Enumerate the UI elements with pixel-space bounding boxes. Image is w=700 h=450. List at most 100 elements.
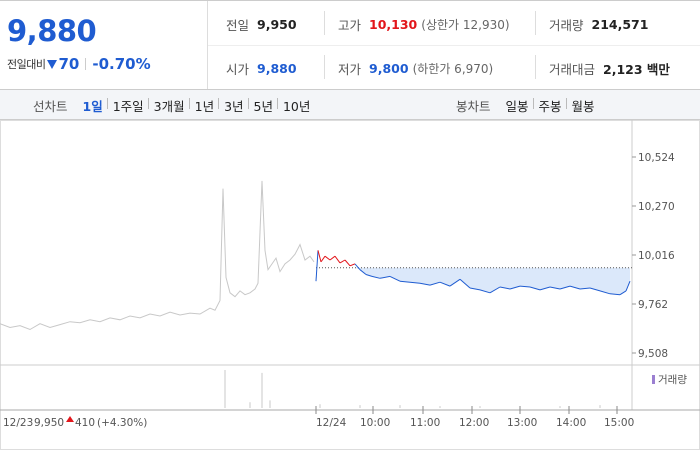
amount-value: 2,123 백만 <box>603 62 670 77</box>
high-cell: 고가 10,130 (상한가 12,930) <box>338 15 510 34</box>
today-line-segment <box>317 250 322 263</box>
up-arrow-icon <box>66 416 74 422</box>
today-line-segment <box>320 255 326 263</box>
down-arrow-icon <box>47 59 58 69</box>
today-line-segment <box>539 286 551 291</box>
today-line-segment <box>324 255 331 261</box>
prev-day-change: 410 <box>75 417 95 429</box>
tab-3month[interactable]: 3개월 <box>147 96 190 115</box>
change-label: 전일대비 <box>7 58 46 71</box>
x-tick-label: 15:00 <box>604 417 634 429</box>
divider <box>324 11 325 35</box>
y-axis-ticks: 10,524 10,270 10,016 9,762 9,508 <box>632 152 675 360</box>
today-line-segment <box>379 275 391 279</box>
upper-limit: (상한가 12,930) <box>421 18 510 32</box>
x-tick-label: 12:00 <box>459 417 489 429</box>
high-label: 고가 <box>338 18 362 33</box>
volume-panel: 거래량 <box>224 370 687 408</box>
today-line-segment <box>599 290 611 295</box>
open-cell: 시가 9,880 <box>226 59 297 78</box>
row-divider <box>208 45 700 46</box>
quote-summary: 9,880 전일대비 70 -0.70% 전일 9,950 고가 10,130 … <box>0 0 700 90</box>
prev-close-cell: 전일 9,950 <box>226 15 297 34</box>
today-line-segment <box>509 285 521 290</box>
today-line-segment <box>559 285 571 290</box>
today-line-segment <box>489 286 501 294</box>
candle-chart-periods: 봉차트 일봉 주봉 월봉 <box>456 90 600 120</box>
today-line-segment <box>359 269 367 275</box>
volume-label: 거래량 <box>549 18 584 33</box>
tab-weekly-candle[interactable]: 주봉 <box>532 96 567 115</box>
today-series <box>315 250 631 296</box>
today-line-segment <box>349 263 356 267</box>
today-line-segment <box>365 274 373 277</box>
today-line-segment <box>399 280 411 283</box>
today-line-segment <box>315 250 319 282</box>
today-line-segment <box>549 286 561 290</box>
today-line-segment <box>499 286 511 290</box>
x-tick-label: 10:00 <box>360 417 390 429</box>
candle-chart-title: 봉차트 <box>456 98 491 114</box>
tab-10year[interactable]: 10년 <box>276 96 315 115</box>
current-price: 9,880 <box>7 14 97 48</box>
x-tick-label: 13:00 <box>507 417 537 429</box>
prev-day-line <box>0 180 315 331</box>
today-line-segment <box>609 293 621 296</box>
tab-monthly-candle[interactable]: 월봉 <box>565 96 600 115</box>
low-value: 9,800 <box>369 61 409 76</box>
below-reference-band <box>355 267 630 295</box>
today-date-label: 12/24 <box>316 417 347 429</box>
volume-legend-swatch <box>652 375 655 384</box>
x-axis: 10:00 11:00 12:00 13:00 14:00 15:00 12/24 12/23… <box>3 406 634 429</box>
volume-value: 214,571 <box>591 17 649 32</box>
x-tick-label: 14:00 <box>556 417 586 429</box>
today-line-segment <box>371 275 381 279</box>
line-chart-title: 선차트 <box>33 98 68 114</box>
y-tick-label: 9,762 <box>638 299 668 311</box>
high-value: 10,130 <box>369 17 418 32</box>
change-value: 70 <box>58 55 80 73</box>
divider <box>535 55 536 79</box>
tab-3year[interactable]: 3년 <box>218 96 248 115</box>
today-line-segment <box>569 285 581 290</box>
x-tick-label: 11:00 <box>410 417 440 429</box>
today-line-segment <box>589 287 601 292</box>
line-chart-periods: 선차트 1일 1주일 3개월 1년 3년 5년 10년 <box>33 90 315 120</box>
prev-day-date-label: 12/23 <box>3 417 33 429</box>
amount-cell: 거래대금 2,123 백만 <box>549 59 670 78</box>
today-line-segment <box>469 287 481 291</box>
today-line-segment <box>354 263 361 271</box>
divider <box>85 58 87 70</box>
low-label: 저가 <box>338 62 362 77</box>
open-value: 9,880 <box>257 61 297 76</box>
today-line-segment <box>419 282 431 286</box>
volume-legend-label: 거래량 <box>658 374 687 386</box>
today-line-segment <box>409 281 421 284</box>
today-line-segment <box>344 259 351 267</box>
tab-1week[interactable]: 1주일 <box>106 96 149 115</box>
today-line-segment <box>439 281 451 287</box>
y-tick-label: 9,508 <box>638 348 668 360</box>
tab-5year[interactable]: 5년 <box>247 96 278 115</box>
volume-cell: 거래량 214,571 <box>549 15 648 34</box>
tab-1year[interactable]: 1년 <box>188 96 219 115</box>
y-tick-label: 10,016 <box>638 250 675 262</box>
today-line-segment <box>449 278 461 287</box>
today-line-segment <box>329 255 336 261</box>
today-line-segment <box>519 285 531 288</box>
lower-limit: (하한가 6,970) <box>412 62 494 76</box>
today-line-segment <box>619 290 627 296</box>
tab-daily-candle[interactable]: 일봉 <box>505 98 529 114</box>
today-line-segment <box>579 287 591 290</box>
today-line-segment <box>339 259 346 264</box>
today-line-segment <box>429 281 441 286</box>
amount-label: 거래대금 <box>549 62 596 77</box>
today-line-segment <box>334 255 341 264</box>
tab-1day[interactable]: 1일 <box>82 98 103 114</box>
prev-day-close: 9,950 <box>34 417 64 429</box>
open-label: 시가 <box>226 62 250 77</box>
today-line-segment <box>459 278 471 289</box>
today-line-segment <box>389 275 401 282</box>
below-reference-fill <box>355 267 630 295</box>
divider <box>535 11 536 35</box>
